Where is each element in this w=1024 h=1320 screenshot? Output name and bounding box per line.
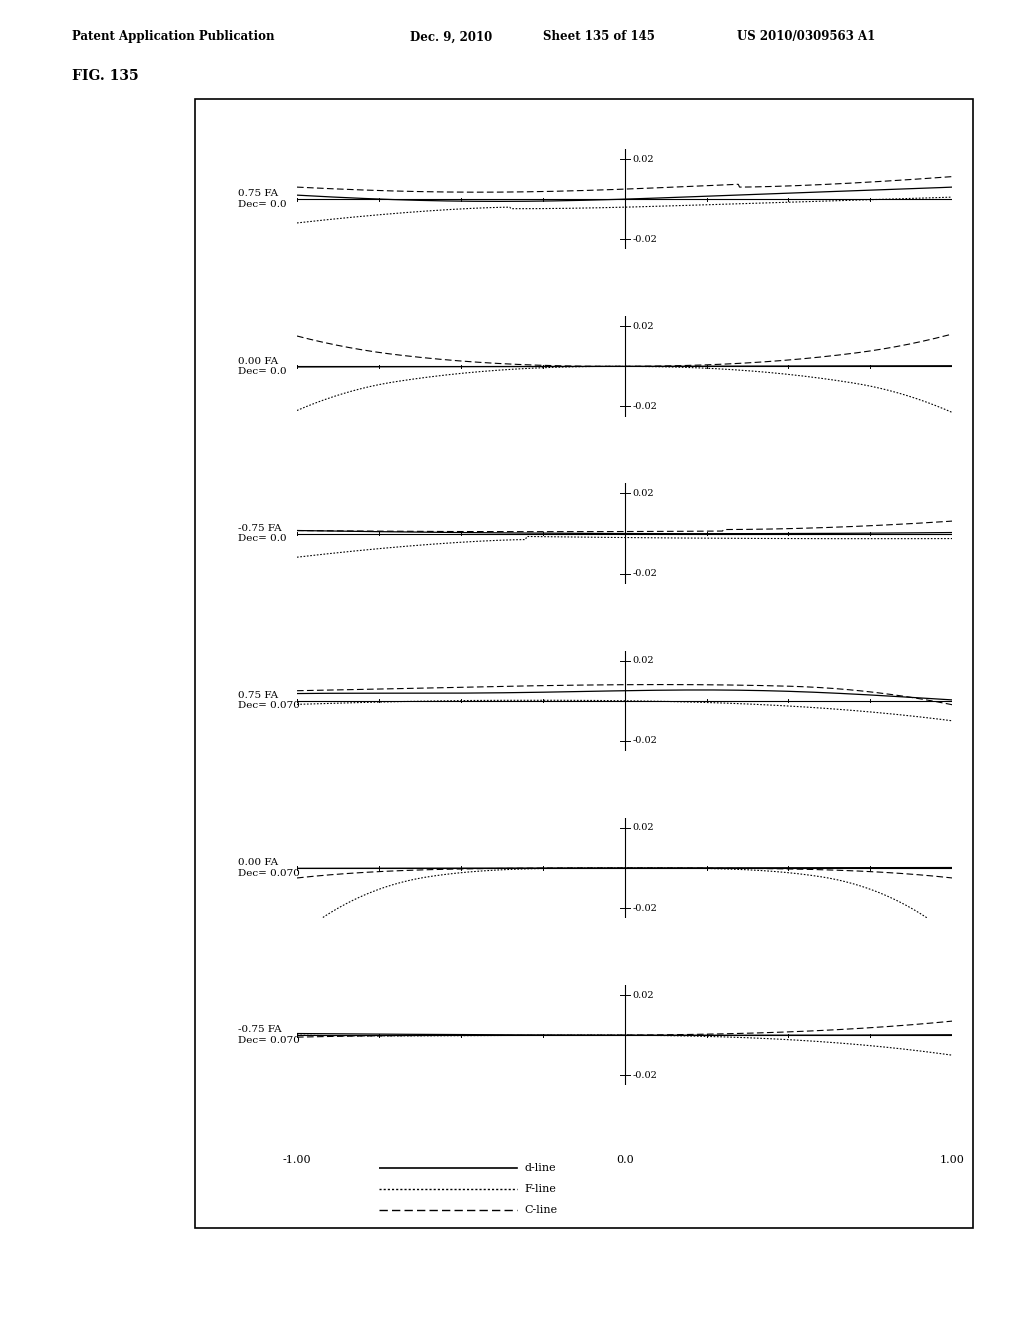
Text: -0.02: -0.02 [633,1071,657,1080]
Text: -0.02: -0.02 [633,403,657,411]
Text: 1.00: 1.00 [940,1155,965,1166]
Text: C-line: C-line [524,1205,557,1216]
Text: 0.75 FA
Dec= 0.0: 0.75 FA Dec= 0.0 [238,190,287,209]
Text: 0.02: 0.02 [633,990,654,999]
Text: 0.02: 0.02 [633,154,654,164]
Text: -1.00: -1.00 [283,1155,311,1166]
Text: 0.02: 0.02 [633,824,654,833]
Text: d-line: d-line [524,1163,556,1173]
Text: FIG. 135: FIG. 135 [72,69,138,83]
Text: -0.02: -0.02 [633,235,657,244]
Text: -0.02: -0.02 [633,569,657,578]
Text: F-line: F-line [524,1184,556,1195]
Text: Dec. 9, 2010: Dec. 9, 2010 [410,30,492,44]
Text: Sheet 135 of 145: Sheet 135 of 145 [543,30,654,44]
Text: 0.02: 0.02 [633,656,654,665]
Text: -0.02: -0.02 [633,737,657,746]
Text: 0.02: 0.02 [633,322,654,331]
Text: 0.75 FA
Dec= 0.070: 0.75 FA Dec= 0.070 [238,692,300,710]
Text: 0.0: 0.0 [615,1155,634,1166]
Text: -0.02: -0.02 [633,904,657,912]
Text: 0.02: 0.02 [633,488,654,498]
Text: US 2010/0309563 A1: US 2010/0309563 A1 [737,30,876,44]
Text: Patent Application Publication: Patent Application Publication [72,30,274,44]
Text: 0.00 FA
Dec= 0.070: 0.00 FA Dec= 0.070 [238,858,300,878]
Text: 0.00 FA
Dec= 0.0: 0.00 FA Dec= 0.0 [238,356,287,376]
Text: -0.75 FA
Dec= 0.0: -0.75 FA Dec= 0.0 [238,524,287,544]
Text: -0.75 FA
Dec= 0.070: -0.75 FA Dec= 0.070 [238,1026,300,1045]
